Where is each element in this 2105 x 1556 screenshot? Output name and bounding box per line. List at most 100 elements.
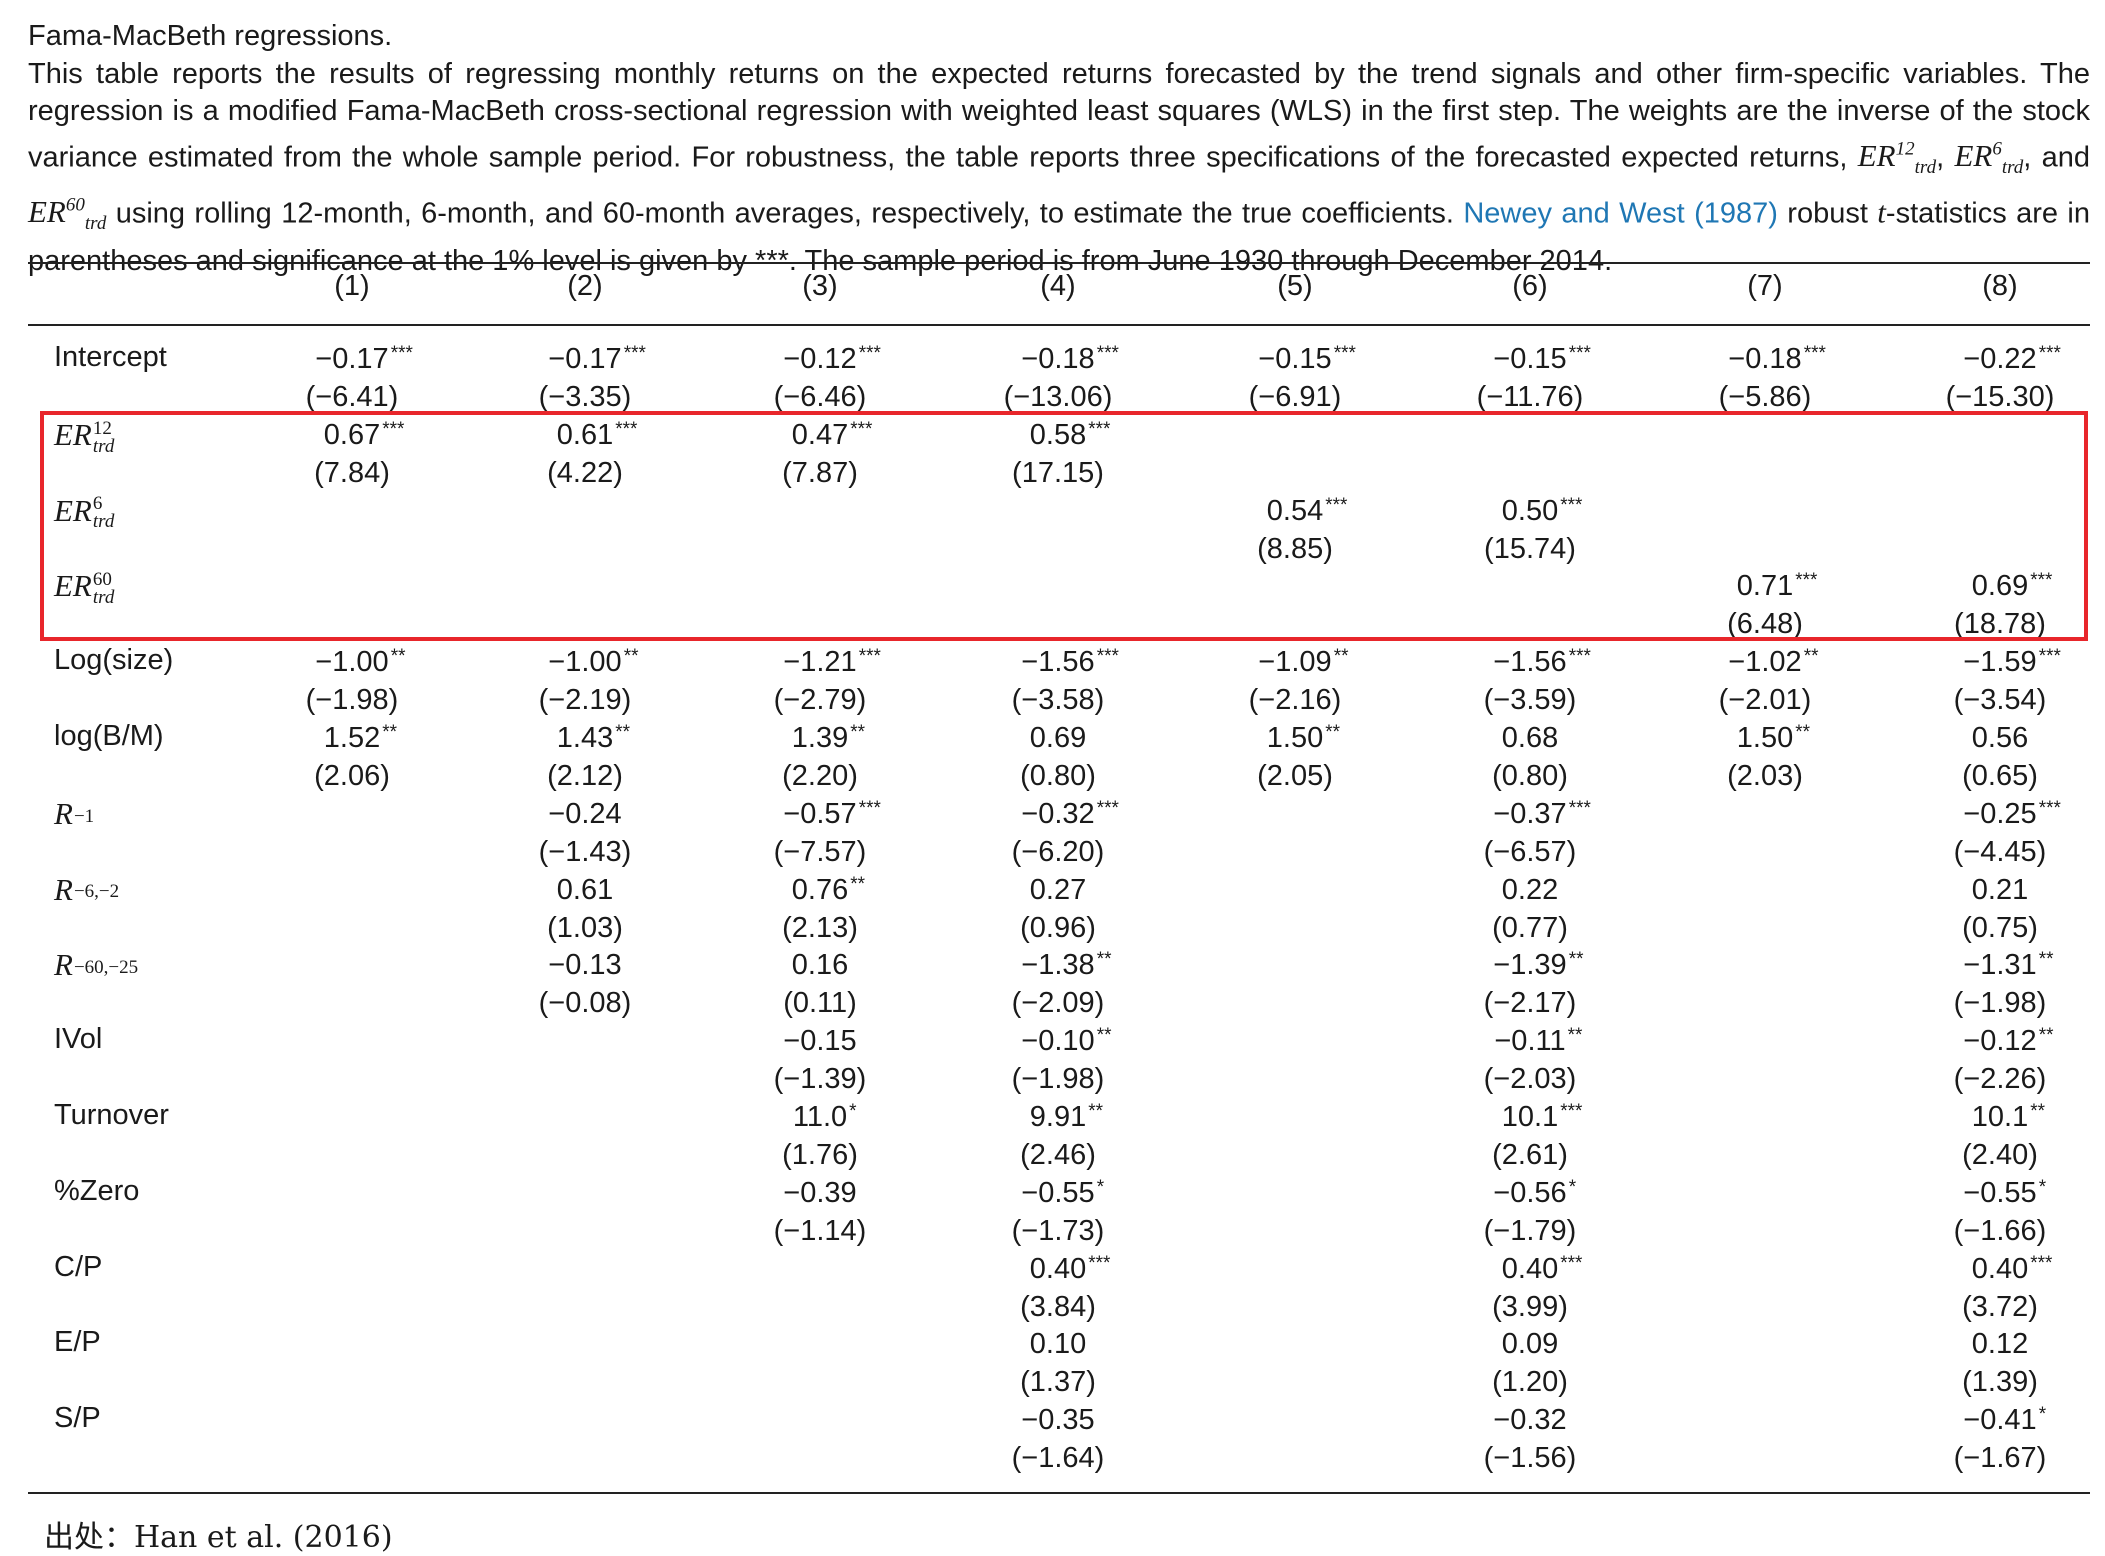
tstat-cell: (−3.59)	[1483, 684, 1577, 717]
coef-cell: −0.56 *	[1493, 1176, 1577, 1209]
column-header-3: (3)	[802, 270, 838, 302]
coef-cell: 0.68	[1501, 722, 1559, 754]
coef-cell: −0.37 ***	[1493, 797, 1591, 830]
caption-text-3: robust	[1777, 196, 1878, 229]
coef-cell: −0.18 ***	[1728, 343, 1826, 375]
sym-er-a: ER	[1857, 137, 1896, 173]
coef-cell: 0.56	[1971, 722, 2029, 754]
tstat-cell: (2.05)	[1257, 760, 1333, 792]
tstat-cell: (−1.79)	[1483, 1214, 1577, 1247]
tstat-cell: (−1.39)	[773, 1063, 867, 1096]
highlight-box	[40, 411, 2088, 641]
symbol-er60: ER60trd	[28, 194, 106, 234]
coef-cell: 11.0 *	[792, 1101, 857, 1133]
citation-link[interactable]: Newey and West (1987)	[1463, 196, 1778, 229]
sym-sup-6: 6	[1992, 138, 2002, 160]
coef-cell: −0.13	[548, 949, 622, 982]
tstat-cell: (−3.58)	[1011, 684, 1105, 717]
column-header-4: (4)	[1040, 270, 1076, 302]
coef-cell: −0.39	[783, 1176, 857, 1209]
sym-sup-60: 60	[65, 194, 85, 216]
coef-cell: 0.61 ***	[556, 418, 638, 451]
column-header-2: (2)	[567, 270, 603, 302]
coef-cell: −1.59 ***	[1963, 646, 2061, 679]
coef-cell: 0.58 ***	[1029, 418, 1111, 451]
coef-cell: −1.38 **	[1021, 949, 1112, 982]
column-header-1: (1)	[334, 270, 370, 302]
tstat-cell: (−6.57)	[1483, 835, 1577, 868]
tstat-cell: (2.06)	[314, 760, 390, 792]
coef-cell: 0.40 ***	[1029, 1252, 1111, 1285]
tstat-cell: (−15.30)	[1945, 381, 2055, 413]
tstat-cell: (7.87)	[782, 456, 858, 489]
tstat-cell: (1.03)	[547, 911, 623, 944]
tstat-cell: (2.46)	[1020, 1139, 1096, 1171]
tstat-cell: (−4.45)	[1953, 835, 2047, 868]
tstat-cell: (−1.67)	[1953, 1442, 2047, 1475]
tstat-cell: (−2.03)	[1483, 1063, 1577, 1096]
tstat-cell: (−1.56)	[1483, 1442, 1577, 1475]
coef-cell: 1.50 **	[1736, 722, 1811, 754]
row-label: C/P	[54, 1250, 103, 1283]
caption-and: , and	[2023, 140, 2090, 173]
coef-cell: 0.12	[1971, 1328, 2029, 1361]
tstat-cell: (−2.17)	[1483, 987, 1577, 1020]
tstat-cell: (3.84)	[1020, 1290, 1096, 1323]
tstat-cell: (17.15)	[1012, 456, 1104, 489]
coef-cell: 0.40 ***	[1501, 1252, 1583, 1285]
coef-cell: −1.21 ***	[783, 646, 881, 679]
tstat-cell: (2.03)	[1727, 760, 1803, 792]
coef-cell: 1.39 **	[791, 722, 866, 754]
coef-cell: −1.56 ***	[1493, 646, 1591, 679]
sym-sub-b: trd	[2001, 157, 2024, 179]
coef-cell: −0.22 ***	[1963, 343, 2061, 375]
table-header-rule	[28, 324, 2090, 326]
symbol-er12: ER12trd	[1857, 137, 1936, 178]
table-caption: Fama-MacBeth regressions. This table rep…	[28, 18, 2090, 280]
row-label: ER 12 trd	[54, 416, 115, 457]
tstat-cell: (−6.91)	[1248, 381, 1342, 413]
tstat-cell: (3.99)	[1492, 1290, 1568, 1323]
tstat-cell: (−5.86)	[1718, 381, 1812, 413]
coef-cell: 0.16	[791, 949, 849, 982]
tstat-cell: (3.72)	[1962, 1290, 2038, 1323]
row-label: Turnover	[54, 1099, 169, 1131]
coef-cell: −0.17 ***	[315, 343, 413, 375]
tstat-cell: (0.11)	[783, 987, 857, 1020]
source-note: 出处：Han et al. (2016)	[44, 1520, 393, 1555]
sym-sub-a: trd	[1914, 157, 1937, 179]
row-label: IVol	[54, 1023, 103, 1056]
coef-cell: 0.10	[1029, 1328, 1087, 1361]
tstat-cell: (−1.64)	[1011, 1442, 1105, 1475]
tstat-cell: (−1.98)	[1953, 987, 2047, 1020]
caption-text-1: This table reports the results of regres…	[28, 57, 2090, 173]
coef-cell: 0.21	[1971, 873, 2029, 906]
row-label: R −60,−25	[54, 947, 139, 983]
coef-cell: 0.69	[1029, 722, 1087, 754]
row-label: S/P	[54, 1402, 101, 1435]
coef-cell: −1.00 **	[548, 646, 639, 679]
coef-cell: 0.67 ***	[323, 418, 405, 451]
tstat-cell: (−3.35)	[538, 381, 632, 413]
coef-cell: 0.50 ***	[1501, 494, 1583, 527]
row-label: E/P	[54, 1326, 101, 1359]
row-label: ER 60 trd	[54, 568, 115, 609]
tstat-cell: (4.22)	[547, 456, 623, 489]
tstat-cell: (−1.98)	[1011, 1063, 1105, 1096]
tstat-cell: (0.80)	[1020, 760, 1096, 792]
coef-cell: −1.02 **	[1728, 646, 1819, 679]
row-label: Intercept	[54, 341, 167, 373]
coef-cell: −1.31 **	[1963, 949, 2054, 982]
coef-cell: −0.55 *	[1963, 1176, 2047, 1209]
tstat-cell: (−2.01)	[1718, 684, 1812, 717]
coef-cell: 0.40 ***	[1971, 1252, 2053, 1285]
caption-title: Fama-MacBeth regressions.	[28, 20, 393, 52]
tstat-cell: (−0.08)	[538, 987, 632, 1020]
tstat-cell: (7.84)	[314, 456, 390, 489]
tstat-cell: (2.20)	[782, 760, 858, 792]
row-label: log(B/M)	[54, 720, 164, 752]
tstat-cell: (−2.26)	[1953, 1063, 2047, 1096]
coef-cell: −0.11 **	[1494, 1025, 1583, 1058]
coef-cell: −1.56 ***	[1021, 646, 1119, 679]
